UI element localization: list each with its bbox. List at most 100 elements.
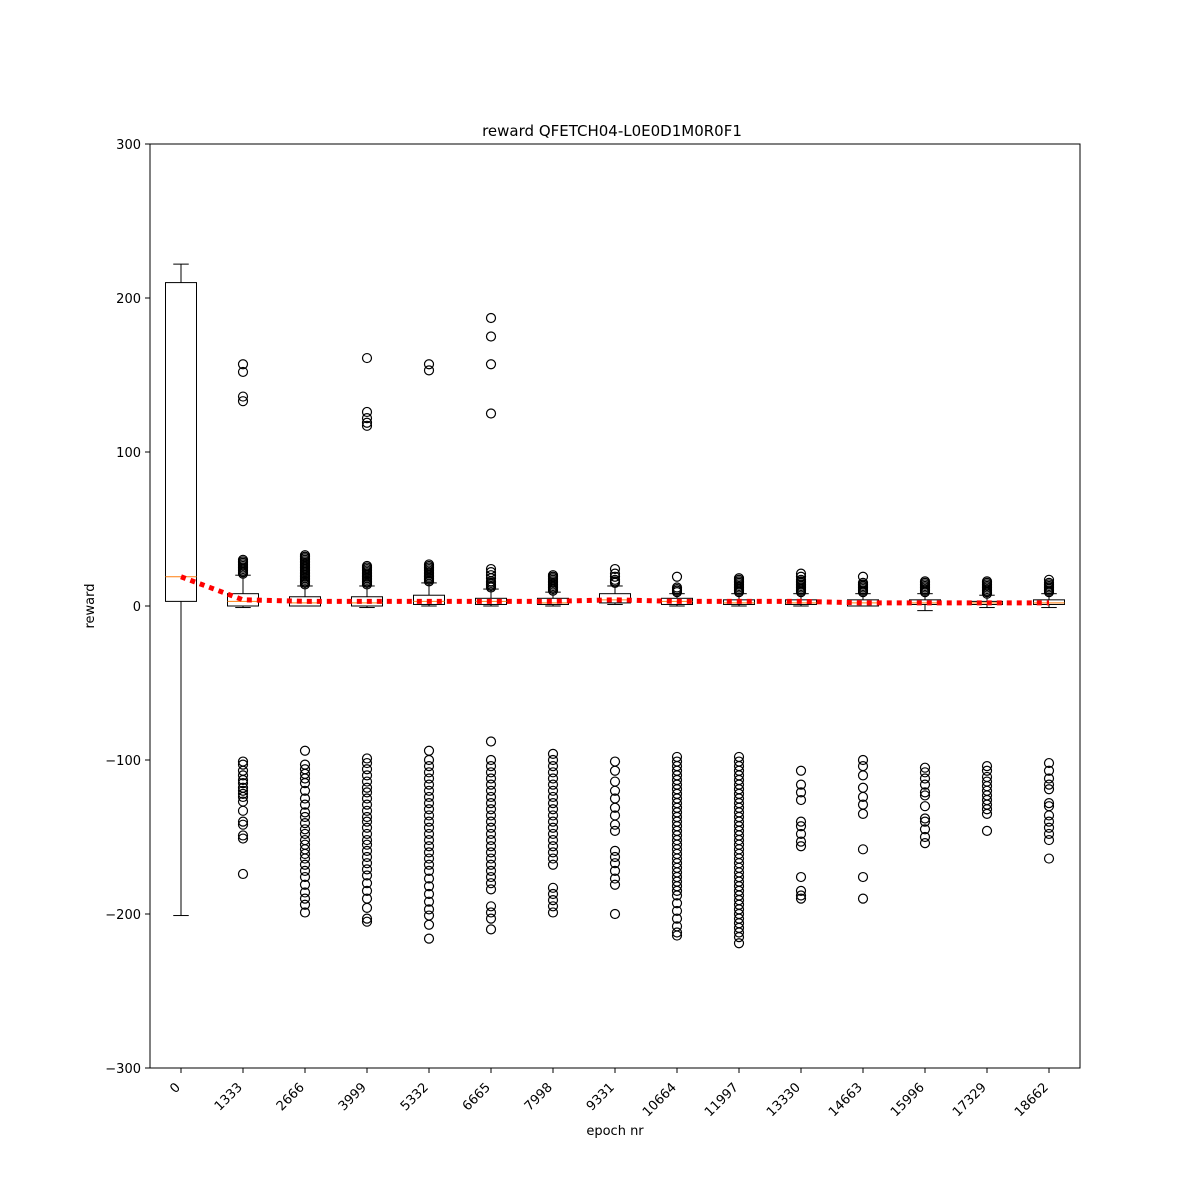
- outlier-point: [795, 787, 807, 798]
- outlier-point: [361, 822, 373, 833]
- outlier-point: [1043, 810, 1055, 821]
- outlier-point: [237, 391, 249, 402]
- outlier-point: [361, 902, 373, 913]
- outlier-point: [485, 901, 497, 912]
- outlier-point: [485, 924, 497, 935]
- outlier-point: [485, 773, 497, 784]
- outlier-point: [485, 312, 497, 324]
- outlier-point: [609, 802, 621, 813]
- outlier-point: [361, 793, 373, 804]
- outlier-point: [485, 736, 497, 747]
- outlier-point: [423, 841, 435, 852]
- outlier-point: [919, 762, 931, 773]
- outlier-point: [485, 859, 497, 870]
- outlier-point: [1043, 816, 1055, 827]
- outlier-point: [795, 836, 807, 847]
- outlier-point: [299, 785, 311, 796]
- box-group-11997: [723, 573, 755, 949]
- outlier-point: [485, 847, 497, 858]
- outlier-point: [299, 848, 311, 860]
- outlier-point: [299, 799, 311, 810]
- outlier-point: [299, 899, 311, 910]
- outlier-point: [361, 834, 373, 846]
- outlier-point: [237, 785, 249, 796]
- outlier-point: [237, 816, 249, 827]
- outlier-point: [299, 811, 311, 823]
- outlier-point: [1043, 784, 1055, 795]
- outlier-point: [237, 830, 249, 841]
- outlier-point: [547, 853, 559, 864]
- outlier-point: [361, 757, 373, 769]
- outlier-point: [919, 587, 931, 598]
- outlier-point: [299, 853, 311, 864]
- outlier-point: [423, 365, 435, 376]
- outlier-point: [981, 825, 993, 836]
- outlier-point: [547, 791, 559, 803]
- outlier-point: [795, 587, 807, 598]
- outlier-point: [609, 858, 621, 869]
- outlier-point: [547, 907, 559, 918]
- outlier-point: [423, 865, 435, 876]
- outlier-point: [795, 890, 807, 901]
- outlier-point: [299, 807, 311, 818]
- outlier-point: [609, 819, 621, 830]
- outlier-point: [981, 588, 993, 599]
- outlier-point: [857, 844, 869, 855]
- outlier-point: [485, 798, 497, 809]
- outlier-point: [547, 888, 559, 900]
- outlier-point: [547, 767, 559, 778]
- outlier-point: [361, 413, 373, 424]
- outlier-point: [299, 907, 311, 918]
- chart-title: reward QFETCH04-L0E0D1M0R0F1: [482, 122, 742, 140]
- y-tick-label: −200: [105, 908, 141, 923]
- outlier-point: [423, 791, 435, 803]
- outlier-point: [733, 931, 745, 943]
- outlier-point: [299, 893, 311, 904]
- outlier-point: [671, 913, 683, 924]
- outlier-point: [299, 828, 311, 840]
- outlier-point: [671, 930, 683, 941]
- outlier-point: [547, 895, 559, 906]
- outlier-point: [361, 770, 373, 781]
- outlier-point: [1043, 822, 1055, 833]
- outlier-point: [299, 879, 311, 890]
- outlier-point: [299, 818, 311, 829]
- outlier-point: [1043, 834, 1055, 846]
- outlier-point: [919, 773, 931, 784]
- outlier-point: [299, 793, 311, 804]
- outlier-point: [1043, 828, 1055, 840]
- outlier-point: [485, 408, 497, 419]
- outlier-point: [299, 865, 311, 876]
- outlier-point: [423, 773, 435, 784]
- outlier-point: [237, 791, 249, 803]
- outlier-point: [237, 788, 249, 799]
- outlier-point: [609, 845, 621, 856]
- outlier-point: [485, 582, 497, 593]
- outlier-point: [857, 808, 869, 820]
- outlier-point: [361, 851, 373, 863]
- outlier-point: [237, 366, 249, 378]
- outlier-point: [609, 563, 621, 575]
- outlier-point: [423, 822, 435, 833]
- outlier-point: [609, 851, 621, 863]
- outlier-point: [919, 767, 931, 778]
- outlier-point: [795, 871, 807, 883]
- outlier-point: [299, 777, 311, 789]
- outlier-point: [547, 773, 559, 784]
- outlier-point: [547, 585, 559, 596]
- outlier-point: [485, 816, 497, 827]
- outlier-point: [361, 864, 373, 875]
- outlier-point: [547, 761, 559, 772]
- plot-area: [165, 263, 1065, 949]
- outlier-point: [609, 785, 621, 796]
- outlier-point: [423, 834, 435, 846]
- outlier-point: [299, 871, 311, 883]
- outlier-point: [609, 571, 621, 582]
- box-group-14663: [847, 571, 879, 904]
- outlier-point: [485, 853, 497, 864]
- outlier-point: [485, 828, 497, 840]
- outlier-point: [361, 878, 373, 889]
- outlier-point: [361, 805, 373, 816]
- outlier-point: [237, 777, 249, 789]
